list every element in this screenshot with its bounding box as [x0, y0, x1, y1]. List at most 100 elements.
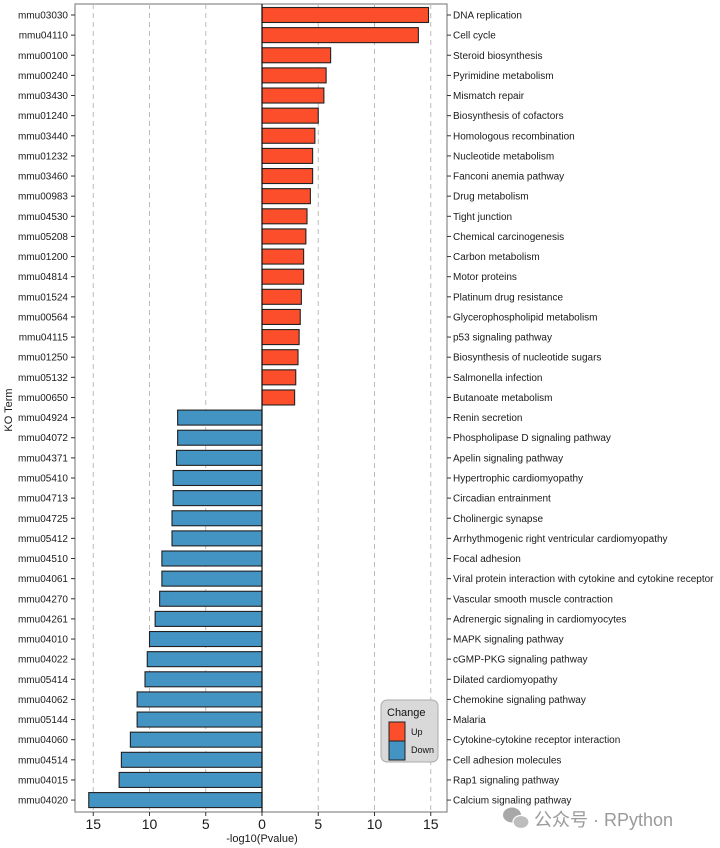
y-label-id: mmu01200 — [18, 252, 68, 263]
y-axis-title: KO Term — [3, 388, 15, 431]
y-label-id: mmu04725 — [18, 514, 68, 525]
bar-mmu04530 — [261, 208, 308, 225]
y-label-id: mmu04110 — [19, 31, 69, 42]
y-label-term: Homologous recombination — [453, 131, 575, 142]
bar-mmu01240 — [261, 107, 319, 124]
y-label-term: Circadian entrainment — [453, 494, 551, 505]
bar-mmu01232 — [261, 147, 314, 164]
y-label-term: Butanoate metabolism — [453, 393, 553, 404]
bar-mmu04115 — [261, 329, 300, 346]
bar-mmu01200 — [261, 248, 305, 265]
x-tick-label: 0 — [258, 816, 266, 832]
y-label-id: mmu03030 — [18, 11, 68, 22]
plot-panel — [74, 3, 448, 813]
y-label-term: Motor proteins — [453, 272, 517, 283]
y-label-term: Arrhythmogenic right ventricular cardiom… — [453, 534, 668, 545]
y-label-term: Apelin signaling pathway — [453, 453, 563, 464]
y-label-id: mmu04814 — [18, 272, 68, 283]
y-label-term: Steroid biosynthesis — [453, 51, 543, 62]
y-label-id: mmu04115 — [19, 333, 69, 344]
y-label-id: mmu01240 — [18, 111, 68, 122]
bar-mmu05410 — [172, 469, 263, 487]
y-label-id: mmu05414 — [18, 675, 68, 686]
y-label-term: Vascular smooth muscle contraction — [453, 594, 613, 605]
bar-mmu04022 — [146, 651, 263, 668]
bar-mmu04371 — [175, 449, 263, 466]
y-label-term: Chemokine signaling pathway — [453, 695, 586, 706]
x-tick-label: 5 — [314, 816, 322, 832]
y-label-term: p53 signaling pathway — [453, 333, 552, 344]
y-tick-labels-right: DNA replication Cell cycle Steroid biosynt… — [447, 11, 714, 807]
bar-mmu04814 — [261, 268, 305, 285]
y-label-id: mmu04514 — [18, 755, 68, 766]
y-label-id: mmu04062 — [18, 695, 68, 706]
x-tick-labels: 15 10 5 0 5 10 15 — [85, 812, 439, 832]
x-tick-label: 15 — [423, 816, 439, 832]
y-label-id: mmu01250 — [18, 353, 68, 364]
y-label-id: mmu04061 — [18, 574, 68, 585]
y-label-term: cGMP-PKG signaling pathway — [453, 655, 588, 666]
y-label-term: Cytokine-cytokine receptor interaction — [453, 735, 620, 746]
y-label-term: Dilated cardiomyopathy — [453, 675, 558, 686]
watermark: 公众号 · RPython — [503, 807, 673, 830]
bar-mmu03430 — [261, 87, 325, 104]
y-label-id: mmu03460 — [18, 172, 68, 183]
y-label-term: Glycerophospholipid metabolism — [453, 312, 598, 323]
bar-mmu05144 — [136, 711, 263, 728]
y-label-term: Drug metabolism — [453, 192, 529, 203]
bar-mmu04110 — [261, 27, 419, 44]
bar-mmu03440 — [261, 127, 316, 144]
y-tick-labels-left: mmu03030 mmu04110 mmu00100 mmu00240 mmu03430… — [18, 11, 75, 807]
y-label-id: mmu00564 — [18, 312, 68, 323]
bar-mmu04015 — [118, 771, 263, 788]
y-label-id: mmu04530 — [18, 212, 68, 223]
bar-mmu01524 — [261, 288, 302, 305]
y-label-id: mmu04510 — [18, 554, 68, 565]
y-label-id: mmu05412 — [18, 534, 68, 545]
y-label-id: mmu05208 — [18, 232, 68, 243]
y-label-term: Tight junction — [453, 212, 512, 223]
legend-swatch-up — [388, 721, 406, 742]
watermark-text: 公众号 · RPython — [534, 810, 673, 830]
y-label-term: Malaria — [453, 715, 486, 726]
y-label-term: Focal adhesion — [453, 554, 521, 565]
y-label-term: Mismatch repair — [453, 91, 525, 102]
y-label-term: DNA replication — [453, 11, 522, 22]
y-label-id: mmu04270 — [18, 594, 68, 605]
bar-mmu04270 — [159, 590, 263, 607]
y-label-id: mmu04713 — [18, 494, 68, 505]
x-tick-label: 15 — [85, 816, 101, 832]
y-label-term: Salmonella infection — [453, 373, 543, 384]
y-label-term: Platinum drug resistance — [453, 292, 563, 303]
bar-mmu04713 — [172, 490, 263, 507]
y-label-id: mmu04261 — [18, 614, 68, 625]
bar-mmu04510 — [161, 550, 263, 567]
y-label-id: mmu05144 — [18, 715, 68, 726]
bar-mmu04061 — [161, 570, 263, 587]
y-label-term: Hypertrophic cardiomyopathy — [453, 473, 583, 484]
y-label-term: Cholinergic synapse — [453, 514, 543, 525]
legend-swatch-down — [388, 740, 406, 761]
y-label-id: mmu00240 — [18, 71, 68, 82]
y-label-term: Pyrimidine metabolism — [453, 71, 554, 82]
legend-title: Change — [387, 707, 426, 719]
y-label-term: Nucleotide metabolism — [453, 151, 554, 162]
y-label-id: mmu03430 — [18, 91, 68, 102]
bar-mmu00650 — [261, 389, 296, 406]
bar-mmu04261 — [154, 610, 263, 627]
bar-mmu04725 — [171, 510, 263, 527]
bar-mmu03030 — [261, 6, 430, 24]
bar-mmu00240 — [261, 67, 327, 84]
y-label-term: Biosynthesis of cofactors — [453, 111, 564, 122]
bar-mmu00564 — [261, 308, 301, 326]
y-label-term: Biosynthesis of nucleotide sugars — [453, 353, 601, 364]
y-label-id: mmu04022 — [18, 655, 68, 666]
y-label-id: mmu05132 — [18, 373, 68, 384]
legend-label-down: Down — [411, 745, 434, 755]
y-label-id: mmu01232 — [18, 151, 68, 162]
bar-mmu00100 — [261, 47, 332, 64]
legend: Change Up Down — [380, 699, 439, 763]
y-label-id: mmu00100 — [18, 51, 68, 62]
x-axis-title: -log10(Pvalue) — [226, 833, 298, 845]
